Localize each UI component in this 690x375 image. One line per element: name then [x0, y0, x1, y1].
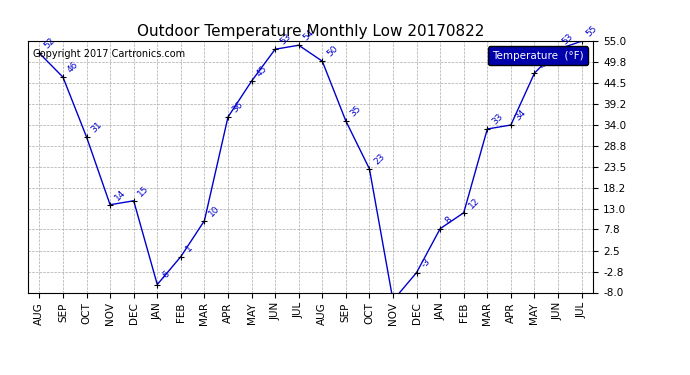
- Text: 15: 15: [137, 183, 151, 198]
- Title: Outdoor Temperature Monthly Low 20170822: Outdoor Temperature Monthly Low 20170822: [137, 24, 484, 39]
- Text: 1: 1: [184, 243, 194, 254]
- Text: -10: -10: [0, 374, 1, 375]
- Text: 12: 12: [466, 195, 481, 210]
- Text: 36: 36: [230, 100, 245, 114]
- Text: 31: 31: [89, 120, 104, 134]
- Text: 53: 53: [278, 32, 293, 46]
- Text: Copyright 2017 Cartronics.com: Copyright 2017 Cartronics.com: [33, 49, 186, 59]
- Text: -3: -3: [420, 257, 432, 270]
- Text: 34: 34: [513, 108, 528, 122]
- Text: 55: 55: [584, 24, 599, 39]
- Text: 47: 47: [538, 56, 551, 70]
- Text: 14: 14: [113, 188, 127, 202]
- Text: 52: 52: [42, 36, 57, 50]
- Text: 35: 35: [348, 104, 363, 118]
- Text: 50: 50: [325, 44, 339, 58]
- Text: 45: 45: [255, 64, 268, 78]
- Text: 8: 8: [443, 216, 453, 226]
- Text: 23: 23: [372, 152, 386, 166]
- Text: 33: 33: [490, 112, 504, 126]
- Text: -6: -6: [160, 269, 172, 282]
- Text: 46: 46: [66, 60, 80, 74]
- Text: 54: 54: [302, 28, 316, 42]
- Legend: Temperature  (°F): Temperature (°F): [489, 46, 588, 65]
- Text: 53: 53: [561, 32, 575, 46]
- Text: 10: 10: [207, 204, 221, 218]
